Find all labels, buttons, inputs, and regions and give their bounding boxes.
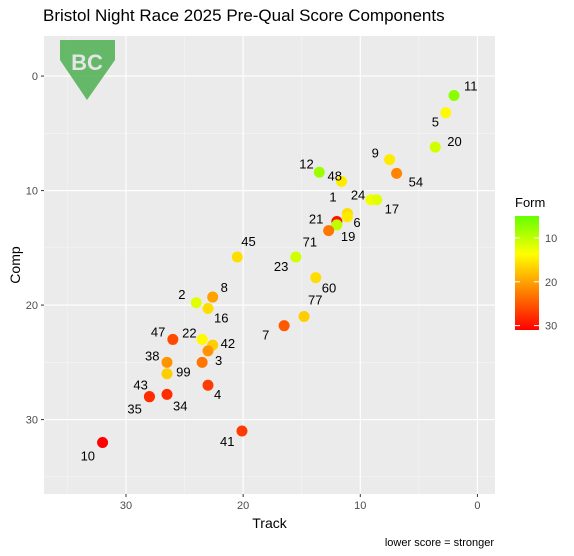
point-label-7: 7 <box>262 328 269 343</box>
points <box>97 90 460 448</box>
plot-panel <box>44 36 495 494</box>
grid <box>44 36 495 494</box>
x-tick-label: 20 <box>237 500 249 512</box>
point-4 <box>202 379 214 391</box>
point-16 <box>202 303 214 315</box>
point-label-20: 20 <box>447 134 461 149</box>
x-tick-label: 0 <box>474 500 480 512</box>
point-label-77: 77 <box>308 293 322 308</box>
point-label-35: 35 <box>127 402 141 417</box>
point-17 <box>371 194 383 206</box>
point-10 <box>97 436 109 448</box>
point-34 <box>161 388 173 400</box>
point-3 <box>202 345 214 357</box>
point-2 <box>190 297 202 309</box>
y-axis-title: Comp <box>7 246 23 284</box>
caption: lower score = stronger <box>385 537 494 549</box>
x-tick-label: 10 <box>354 500 366 512</box>
point-label-41: 41 <box>220 434 234 449</box>
point-label-5: 5 <box>432 115 439 130</box>
point-7 <box>278 320 290 332</box>
point-label-99: 99 <box>176 364 190 379</box>
point-38 <box>161 356 173 368</box>
point-label-2: 2 <box>178 287 185 302</box>
point-48 <box>336 175 348 187</box>
legend-tick-label: 10 <box>545 233 557 245</box>
point-99 <box>196 356 208 368</box>
point-label-42: 42 <box>221 336 235 351</box>
point-label-17: 17 <box>385 202 399 217</box>
legend-tick-label: 20 <box>545 277 557 289</box>
point-label-8: 8 <box>221 280 228 295</box>
point-45 <box>231 251 243 263</box>
y-tick-label: 10 <box>26 186 38 198</box>
point-label-71: 71 <box>303 235 317 250</box>
point-label-43: 43 <box>133 378 147 393</box>
point-label-24: 24 <box>351 188 365 203</box>
point-label-19: 19 <box>341 229 355 244</box>
point-5 <box>440 107 452 119</box>
y-tick-label: 30 <box>26 415 38 427</box>
x-axis-title: Track <box>252 515 287 531</box>
point-label-47: 47 <box>151 324 165 339</box>
point-label-10: 10 <box>81 448 95 463</box>
point-label-3: 3 <box>215 353 222 368</box>
chart-title: Bristol Night Race 2025 Pre-Qual Score C… <box>43 6 445 25</box>
point-47 <box>167 333 179 345</box>
point-12 <box>313 166 325 178</box>
point-label-12: 12 <box>299 156 313 171</box>
y-tick-label: 0 <box>32 71 38 83</box>
point-20 <box>429 141 441 153</box>
point-9 <box>384 154 396 166</box>
point-22 <box>196 333 208 345</box>
logo-text: BC <box>71 50 103 75</box>
point-label-38: 38 <box>145 348 159 363</box>
point-label-4: 4 <box>214 387 221 402</box>
point-label-23: 23 <box>274 259 288 274</box>
point-label-48: 48 <box>328 168 342 183</box>
point-5x <box>161 368 173 380</box>
logo-shield <box>60 40 115 100</box>
point-label-16: 16 <box>214 311 228 326</box>
axes: 30 20 10 0 0 10 20 30 <box>26 71 481 512</box>
y-tick-label: 20 <box>26 300 38 312</box>
point-11 <box>448 90 460 102</box>
point-label-21: 21 <box>309 211 323 226</box>
point-23 <box>290 251 302 263</box>
point-label-11: 11 <box>464 79 478 94</box>
point-54 <box>391 167 403 179</box>
point-label-60: 60 <box>322 281 336 296</box>
point-19 <box>331 219 343 231</box>
point-label-45: 45 <box>241 234 255 249</box>
logo: BC <box>60 40 115 100</box>
point-77 <box>298 311 310 323</box>
legend: Form 10 20 30 <box>515 195 557 333</box>
point-6 <box>341 211 353 223</box>
legend-colorbar <box>515 216 539 330</box>
x-tick-label: 30 <box>120 500 132 512</box>
point-8 <box>207 291 219 303</box>
legend-title: Form <box>515 195 545 210</box>
point-71 <box>323 225 335 237</box>
point-label-1: 1 <box>329 189 336 204</box>
point-label-6: 6 <box>353 215 360 230</box>
point-41 <box>236 425 248 437</box>
point-60 <box>310 272 322 284</box>
point-35 <box>143 391 155 403</box>
point-label-54: 54 <box>409 174 423 189</box>
legend-tick-label: 30 <box>545 321 557 333</box>
point-label-22: 22 <box>182 325 196 340</box>
point-label-9: 9 <box>372 146 379 161</box>
point-label-34: 34 <box>173 398 187 413</box>
